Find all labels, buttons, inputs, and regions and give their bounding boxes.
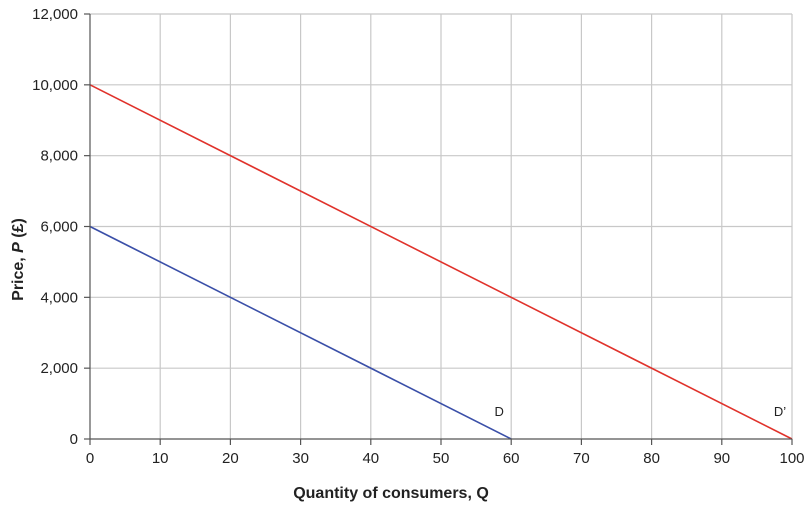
series-line-d-prime bbox=[89, 84, 793, 440]
y-axis-title-variable: P bbox=[10, 242, 27, 253]
x-tick-label-70: 70 bbox=[573, 450, 590, 467]
x-axis-title: Quantity of consumers, Q bbox=[293, 485, 489, 502]
y-axis-title-unit: (£) bbox=[10, 218, 27, 242]
grid bbox=[90, 13, 793, 439]
x-tick-label-90: 90 bbox=[713, 450, 730, 467]
x-tick-label-60: 60 bbox=[503, 450, 520, 467]
y-tick-label-8000: 8,000 bbox=[40, 148, 78, 165]
series-layer: D D’ bbox=[89, 84, 793, 440]
x-tick-label-20: 20 bbox=[222, 450, 239, 467]
series-line-d bbox=[89, 225, 512, 440]
series-label-d: D bbox=[495, 404, 504, 419]
x-tick-label-10: 10 bbox=[152, 450, 169, 467]
y-tick-label-0: 0 bbox=[70, 431, 78, 448]
x-tick-label-50: 50 bbox=[433, 450, 450, 467]
y-axis-title-prefix: Price, bbox=[10, 253, 27, 301]
axes: 0 10 20 30 40 50 60 70 80 90 100 0 2,000 4,000 6,000 8,… bbox=[32, 6, 804, 467]
x-tick-label-40: 40 bbox=[362, 450, 379, 467]
y-tick-label-6000: 6,000 bbox=[40, 219, 78, 236]
y-axis-title: Price, P (£) bbox=[10, 218, 27, 301]
y-tick-label-12000: 12,000 bbox=[32, 6, 78, 23]
y-tick-label-2000: 2,000 bbox=[40, 360, 78, 377]
y-tick-label-4000: 4,000 bbox=[40, 289, 78, 306]
series-label-d-prime: D’ bbox=[774, 404, 786, 419]
x-tick-label-100: 100 bbox=[779, 450, 804, 467]
y-tick-label-10000: 10,000 bbox=[32, 77, 78, 94]
x-tick-label-30: 30 bbox=[292, 450, 309, 467]
labels: Quantity of consumers, Q Price, P (£) bbox=[10, 218, 489, 502]
x-tick-label-80: 80 bbox=[643, 450, 660, 467]
x-tick-label-0: 0 bbox=[86, 450, 94, 467]
